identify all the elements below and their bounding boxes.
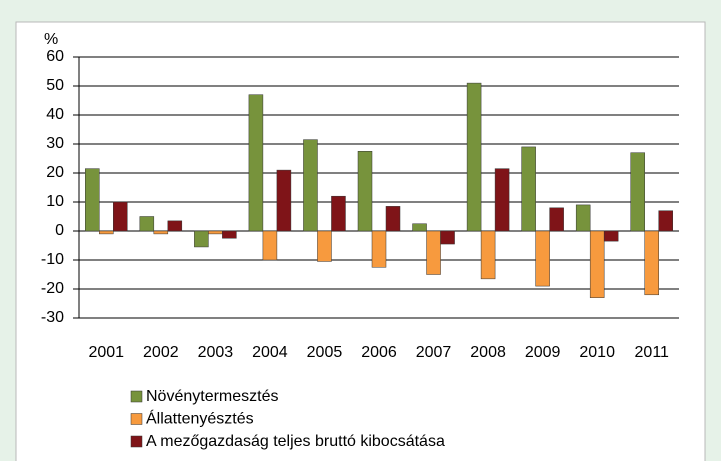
y-tick-label: 60 [46, 48, 64, 65]
bar [194, 230, 209, 248]
y-tick-label: -10 [41, 251, 64, 268]
bar [317, 230, 332, 262]
x-tick-label: 2007 [416, 344, 452, 361]
y-axis-label: % [44, 31, 58, 48]
bar [113, 201, 128, 232]
bar [262, 230, 278, 261]
bar [99, 230, 114, 235]
bar [208, 230, 223, 235]
bar [494, 168, 510, 232]
legend-swatch [130, 435, 143, 448]
y-tick-label: -30 [41, 309, 64, 326]
bar [644, 230, 659, 296]
x-tick-label: 2001 [88, 344, 124, 361]
y-tick-label: -20 [41, 280, 64, 297]
bar [589, 230, 605, 298]
bar [139, 216, 155, 232]
y-tick-label: 40 [46, 106, 64, 123]
bar [603, 230, 619, 242]
legend-label: A mezőgazdaság teljes bruttó kibocsátása [146, 433, 445, 450]
bar [535, 230, 550, 287]
y-tick-label: 0 [55, 222, 64, 239]
x-tick-label: 2002 [143, 344, 179, 361]
bar [371, 230, 387, 268]
bar [412, 223, 427, 232]
x-tick-label: 2005 [307, 344, 343, 361]
bar [85, 168, 100, 232]
y-tick-label: 50 [46, 77, 64, 94]
bar [222, 230, 237, 239]
y-tick-label: 20 [46, 164, 64, 181]
legend-label: Növénytermesztés [146, 388, 279, 405]
x-tick-label: 2004 [252, 344, 288, 361]
bar [357, 151, 373, 232]
bar [630, 152, 645, 232]
y-tick-label: 10 [46, 193, 64, 210]
legend-label: Állattenyésztés [146, 409, 254, 428]
bar [167, 220, 183, 232]
x-tick-label: 2008 [470, 344, 506, 361]
bar [426, 230, 441, 275]
bar [153, 230, 169, 235]
bar [480, 230, 496, 280]
x-tick-label: 2003 [198, 344, 234, 361]
bar [385, 206, 401, 232]
x-tick-label: 2006 [361, 344, 397, 361]
bar [331, 195, 346, 232]
x-tick-label: 2010 [579, 344, 615, 361]
bar [521, 146, 536, 232]
legend-swatch [130, 390, 143, 403]
y-tick-label: 30 [46, 135, 64, 152]
x-tick-label: 2009 [525, 344, 561, 361]
bar [276, 169, 292, 232]
x-tick-label: 2011 [635, 344, 670, 361]
bar [303, 139, 318, 232]
bar [549, 207, 564, 232]
bar [466, 82, 482, 232]
bar [440, 230, 455, 245]
legend-swatch [130, 413, 143, 425]
bar [248, 94, 264, 232]
bar [658, 210, 673, 232]
bar [575, 204, 591, 232]
